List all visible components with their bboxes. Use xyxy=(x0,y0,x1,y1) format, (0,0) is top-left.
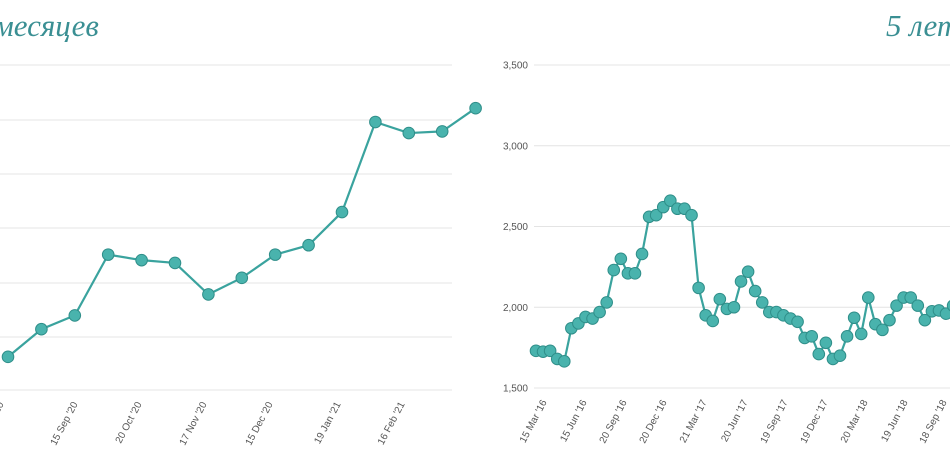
left-data-point xyxy=(168,256,182,270)
right-data-point xyxy=(692,281,705,295)
right-data-point xyxy=(713,292,727,306)
right-x-tick-label: 19 Dec '17 xyxy=(799,398,831,445)
right-data-point xyxy=(706,314,720,328)
right-data-point xyxy=(833,349,847,363)
right-data-point xyxy=(890,299,903,312)
left-x-tick-label: 16 Feb '21 xyxy=(376,400,408,447)
right-data-point xyxy=(727,300,741,314)
right-data-point xyxy=(748,284,762,298)
left-x-tick-label: 18 Aug '20 xyxy=(0,400,7,447)
right-y-tick-label: 2,000 xyxy=(503,303,528,314)
right-x-tick-label: 18 Sep '18 xyxy=(918,398,950,445)
right-data-point xyxy=(876,323,889,337)
right-data-point xyxy=(557,355,571,368)
right-data-point xyxy=(854,327,868,341)
right-data-point xyxy=(649,208,663,222)
left-data-point xyxy=(402,126,416,140)
left-data-point xyxy=(268,248,282,261)
right-data-point xyxy=(946,300,950,312)
right-data-point xyxy=(939,307,950,321)
left-data-point xyxy=(335,205,349,219)
left-data-point xyxy=(35,322,48,336)
left-data-point xyxy=(202,288,215,301)
right-line-chart: 1,500 2,000 2,500 3,000 3,500 15 Mar '16 15 Ju… xyxy=(503,61,950,445)
right-data-point xyxy=(685,208,698,222)
right-data-point xyxy=(635,247,649,261)
right-data-point xyxy=(840,330,854,343)
left-data-point xyxy=(369,115,382,129)
left-data-point xyxy=(101,248,115,261)
right-chart-heading: 5 лет xyxy=(886,8,950,43)
right-x-tick-label: 19 Jun '18 xyxy=(879,398,910,444)
right-x-tick-label: 19 Sep '17 xyxy=(759,398,791,445)
left-x-tick-label: 15 Dec '20 xyxy=(244,400,276,447)
right-data-point xyxy=(593,305,606,319)
right-x-tick-label: 20 Mar '18 xyxy=(839,398,871,445)
right-y-tick-label: 3,500 xyxy=(503,61,528,72)
right-data-point xyxy=(791,315,804,329)
right-data-point xyxy=(819,336,833,350)
left-x-tick-label: 17 Nov '20 xyxy=(178,400,210,447)
right-data-point xyxy=(741,265,755,279)
right-data-point xyxy=(904,291,918,304)
right-data-point xyxy=(614,252,628,266)
right-x-tick-label: 15 Mar '16 xyxy=(518,398,550,445)
right-y-tick-label: 2,500 xyxy=(503,222,528,233)
right-data-point xyxy=(883,313,896,327)
right-data-point xyxy=(847,311,861,325)
left-chart-heading: месяцев xyxy=(0,8,99,43)
right-data-point xyxy=(911,299,925,312)
right-x-tick-label: 20 Dec '16 xyxy=(638,398,670,445)
right-data-point xyxy=(607,263,621,277)
right-data-point xyxy=(812,347,826,361)
right-y-tick-label: 1,500 xyxy=(503,384,528,395)
left-data-point xyxy=(135,253,148,267)
right-data-point xyxy=(664,194,677,207)
left-line-chart: 18 Aug '20 15 Sep '20 20 Oct '20 17 Nov '20… xyxy=(0,64,482,447)
right-x-tick-label: 20 Sep '16 xyxy=(598,398,630,445)
right-x-tick-label: 20 Jun '17 xyxy=(719,398,750,444)
left-data-point xyxy=(68,309,82,322)
left-x-tick-label: 19 Jan '21 xyxy=(312,400,343,446)
right-data-point xyxy=(861,291,875,304)
right-y-tick-label: 3,000 xyxy=(503,141,528,152)
left-x-tick-label: 15 Sep '20 xyxy=(49,400,81,447)
left-data-point xyxy=(235,271,249,285)
left-data-point xyxy=(1,350,15,364)
right-data-point xyxy=(734,275,748,288)
right-x-tick-label: 21 Mar '17 xyxy=(678,398,710,445)
right-data-point xyxy=(918,313,932,327)
left-data-point xyxy=(302,238,315,252)
left-data-point xyxy=(469,101,482,115)
left-data-point xyxy=(435,125,449,138)
right-data-point xyxy=(600,296,614,309)
right-data-point xyxy=(755,296,769,309)
right-data-point xyxy=(805,330,819,343)
right-data-point xyxy=(628,267,642,280)
right-x-tick-label: 15 Jun '16 xyxy=(558,398,589,444)
left-x-tick-label: 20 Oct '20 xyxy=(114,400,145,446)
right-data-point xyxy=(543,344,557,358)
